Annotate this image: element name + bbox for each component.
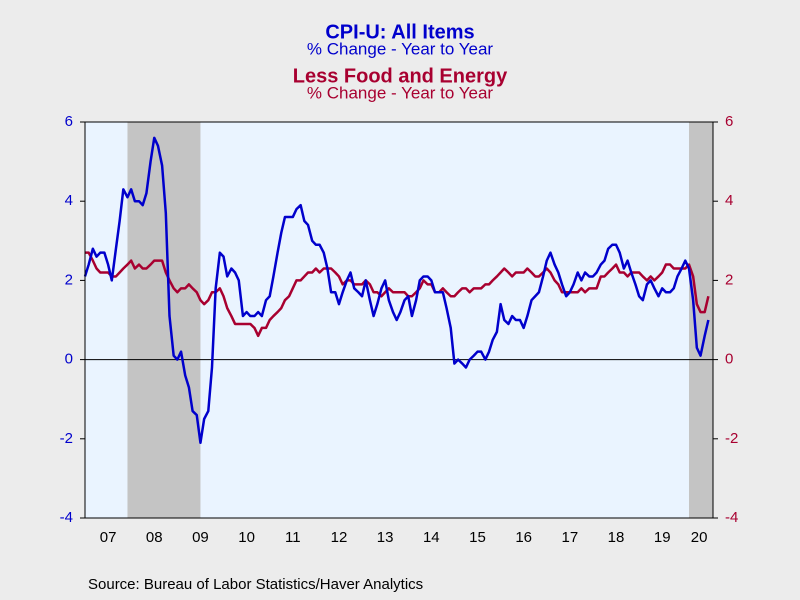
y-tick-label: 6 xyxy=(65,113,73,130)
y-tick-label: 2 xyxy=(65,271,73,288)
chart-title-2: Less Food and Energy xyxy=(293,65,508,87)
x-tick-label: 19 xyxy=(654,529,671,546)
y-tick-label: -4 xyxy=(60,509,73,526)
y-tick-label: 0 xyxy=(65,351,73,368)
x-tick-label: 10 xyxy=(238,529,255,546)
y-tick-label: -2 xyxy=(60,430,73,447)
y2-tick-label: -4 xyxy=(725,509,738,526)
x-tick-label: 12 xyxy=(331,529,348,546)
y-tick-label: 4 xyxy=(65,192,73,209)
series-line xyxy=(83,136,710,445)
x-tick-label: 17 xyxy=(562,529,579,546)
x-tick-label: 18 xyxy=(608,529,625,546)
y2-tick-label: -2 xyxy=(725,430,738,447)
x-tick-label: 07 xyxy=(100,529,117,546)
chart-subtitle: % Change - Year to Year xyxy=(307,39,494,58)
x-tick-label: 09 xyxy=(192,529,209,546)
recession-band xyxy=(688,122,713,518)
x-tick-label: 11 xyxy=(285,529,301,546)
y2-tick-label: 4 xyxy=(725,192,733,209)
x-tick-label: 16 xyxy=(515,529,532,546)
x-tick-label: 15 xyxy=(469,529,486,546)
plot-border xyxy=(84,121,714,519)
x-tick-label: 14 xyxy=(423,529,440,546)
chart-subtitle-2: % Change - Year to Year xyxy=(307,83,494,102)
x-tick-label: 08 xyxy=(146,529,163,546)
series-line xyxy=(85,251,710,338)
x-tick-label: 13 xyxy=(377,529,394,546)
y2-tick-label: 2 xyxy=(725,271,733,288)
x-tick-label: 20 xyxy=(691,529,708,546)
y2-tick-label: 6 xyxy=(725,113,733,130)
chart-title: CPI-U: All Items xyxy=(325,21,474,43)
source-note: Source: Bureau of Labor Statistics/Haver… xyxy=(88,576,423,593)
y2-tick-label: 0 xyxy=(725,351,733,368)
